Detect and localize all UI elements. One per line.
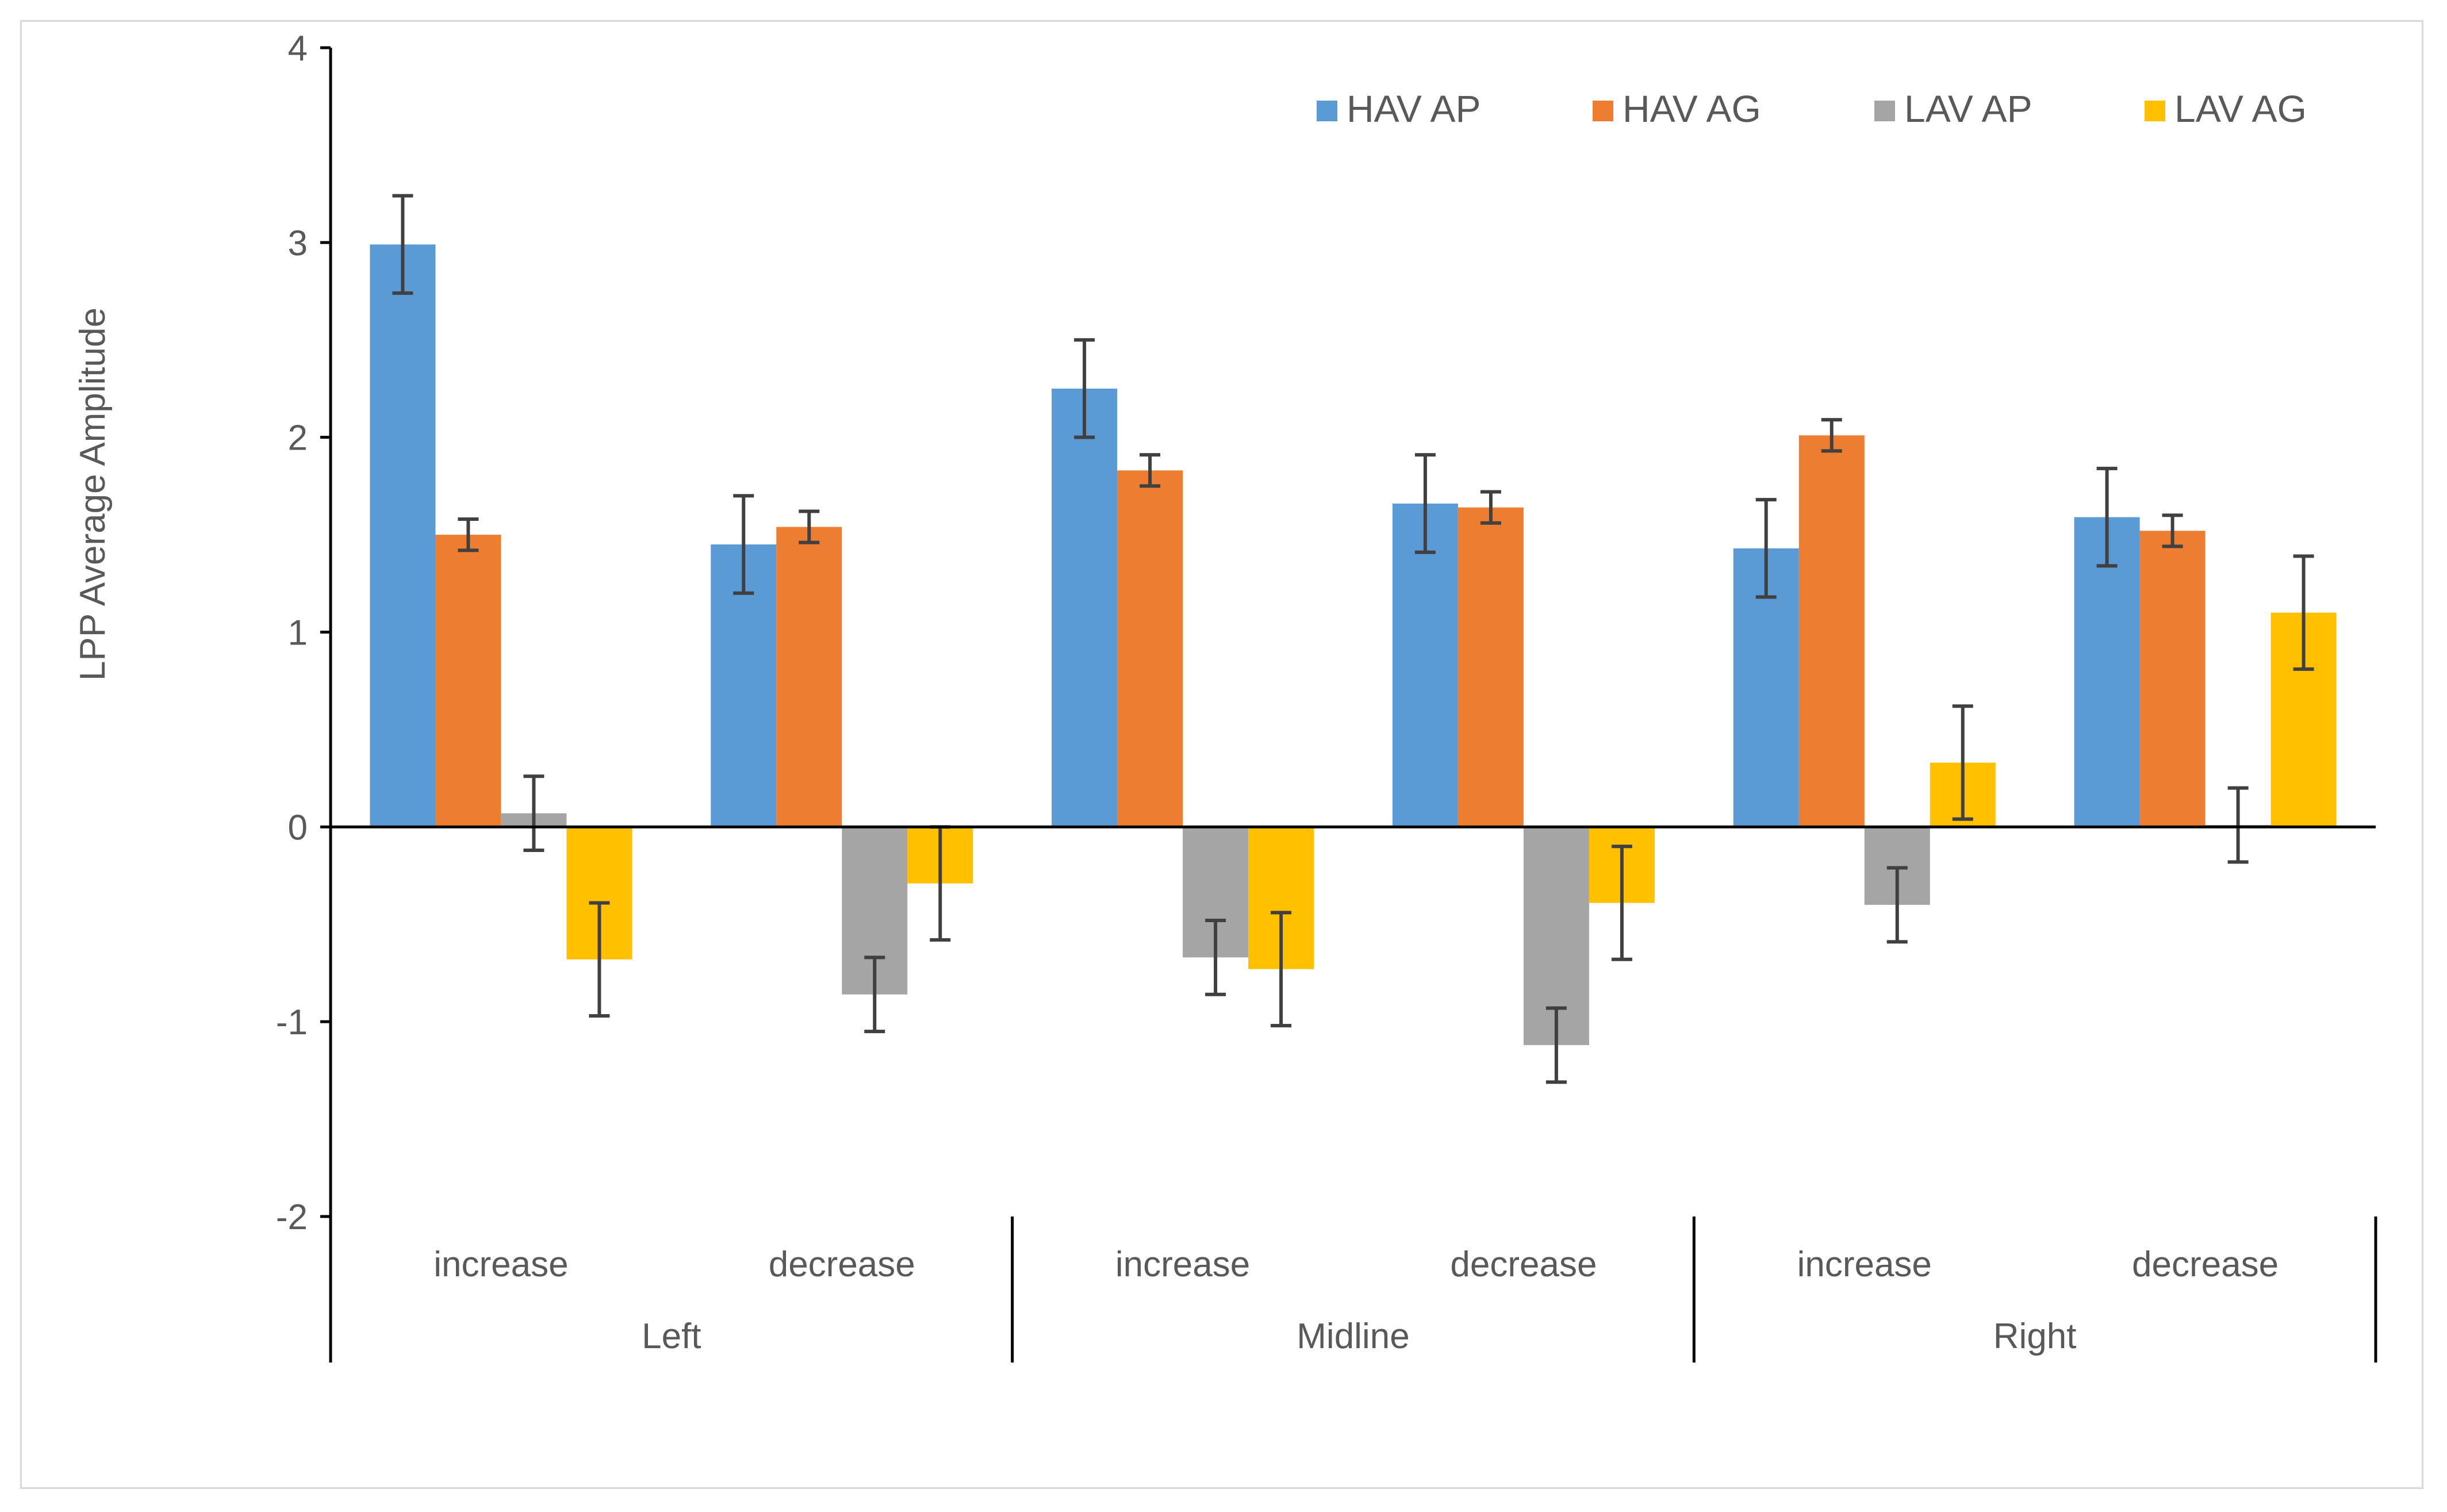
x-group-label: Left	[642, 1317, 701, 1356]
legend-label: LAV AG	[2174, 87, 2307, 130]
y-axis-title: LPP Average Amplitude	[73, 308, 113, 681]
bar	[1052, 388, 1118, 827]
bar	[1392, 503, 1458, 827]
legend-swatch	[1593, 101, 1613, 121]
x-category-label: decrease	[2132, 1245, 2279, 1284]
bar	[2074, 517, 2140, 827]
x-category-label: increase	[1115, 1245, 1250, 1284]
x-category-label: increase	[1797, 1245, 1932, 1284]
plot-area: -2 -1 0 1 2 3 4 LPP Average Amplitude increase de…	[73, 29, 2377, 1363]
x-group-label: Midline	[1297, 1317, 1409, 1356]
y-tick-label: 2	[288, 419, 308, 458]
bar	[1798, 435, 1865, 827]
bar	[1458, 507, 1524, 827]
y-tick-label: 1	[288, 613, 308, 653]
legend-label: LAV AP	[1904, 87, 2032, 130]
bar	[2139, 531, 2206, 827]
bar	[435, 535, 501, 827]
x-category-label: decrease	[1450, 1245, 1597, 1284]
legend-label: HAV AG	[1623, 87, 1761, 130]
y-tick-label: 3	[288, 224, 308, 263]
legend-swatch	[1317, 101, 1337, 121]
y-tick-label: 4	[288, 29, 308, 68]
y-tick-label: 0	[288, 808, 308, 847]
x-category-label: increase	[434, 1245, 568, 1284]
bar	[370, 244, 436, 827]
legend-label: HAV AP	[1347, 87, 1481, 130]
y-tick-label: -1	[276, 1003, 308, 1042]
legend-swatch	[1874, 101, 1895, 121]
legend-swatch	[2145, 101, 2165, 121]
bar	[1117, 470, 1183, 827]
x-group-label: Right	[1993, 1317, 2077, 1356]
bar	[776, 527, 842, 827]
y-tick-label: -2	[276, 1198, 308, 1237]
x-category-label: decrease	[769, 1245, 915, 1284]
